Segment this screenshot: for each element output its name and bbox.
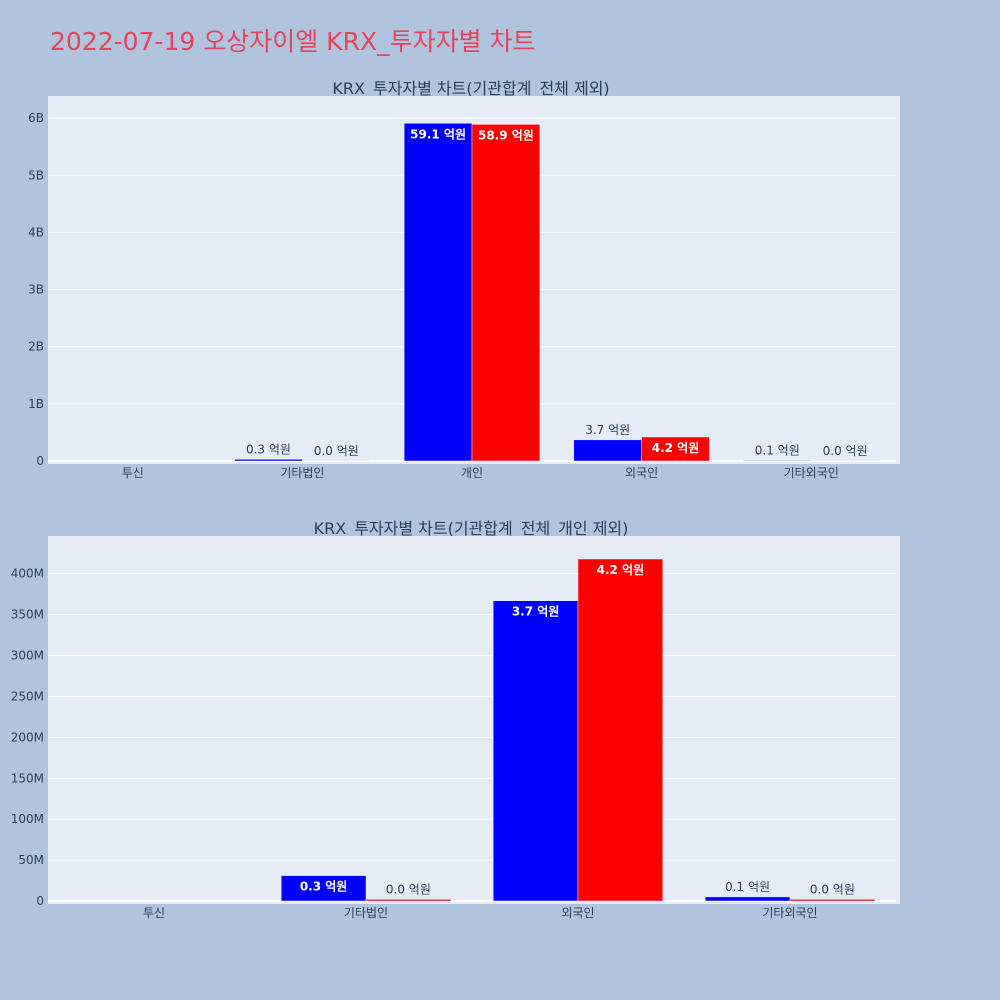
bar: [492, 600, 579, 902]
data-label: 0.0 억원: [823, 444, 868, 458]
bar: [577, 558, 664, 902]
y-tick-label: 200M: [11, 730, 44, 744]
data-label: 0.0 억원: [810, 882, 855, 896]
y-tick-label: 250M: [11, 689, 44, 703]
chart-title: KRX_투자자별 차트(기관합계_전체_개인 제외): [314, 519, 629, 539]
y-tick-label: 50M: [18, 853, 44, 867]
x-tick-label: 외국인: [561, 906, 594, 920]
y-tick-label: 0: [36, 894, 44, 908]
x-tick-label: 개인: [461, 466, 483, 480]
y-tick-label: 0: [36, 454, 44, 468]
x-tick-label: 투신: [143, 906, 165, 920]
data-label: 3.7 억원: [512, 605, 560, 619]
bar: [280, 875, 367, 902]
y-tick-label: 1B: [28, 397, 44, 411]
plot-area: [48, 536, 900, 904]
bar: [641, 436, 710, 462]
bar: [471, 124, 541, 462]
y-tick-label: 4B: [28, 225, 44, 239]
y-tick-label: 3B: [28, 283, 44, 297]
bar: [365, 899, 452, 902]
data-label: 59.1 억원: [410, 127, 466, 141]
y-tick-label: 150M: [11, 771, 44, 785]
chart-title: KRX_투자자별 차트(기관합계_전체 제외): [332, 79, 609, 99]
bar: [573, 439, 642, 462]
y-tick-label: 350M: [11, 608, 44, 622]
y-tick-label: 5B: [28, 168, 44, 182]
chart-all-except-institution: KRX_투자자별 차트(기관합계_전체 제외) 0 1B 2B 3B 4B 5B 6B 투신 기타…: [28, 79, 900, 480]
data-label: 0.0 억원: [386, 882, 431, 896]
x-tick-label: 기타법인: [280, 466, 324, 480]
y-tick-label: 400M: [11, 567, 44, 581]
x-tick-label: 외국인: [625, 466, 658, 480]
chart-all-except-institution-individual: KRX_투자자별 차트(기관합계_전체_개인 제외) 0 50M 100M 150M 20…: [11, 519, 900, 920]
bar: [704, 896, 791, 902]
y-tick-label: 2B: [28, 340, 44, 354]
data-label: 0.1 억원: [755, 443, 800, 457]
bar: [234, 459, 303, 462]
data-label: 3.7 억원: [585, 423, 630, 437]
y-tick-label: 100M: [11, 812, 44, 826]
bar: [743, 460, 812, 462]
data-label: 0.3 억원: [300, 880, 348, 894]
x-tick-label: 기타법인: [344, 906, 388, 920]
data-label: 0.3 억원: [246, 442, 291, 456]
x-tick-label: 기타외국인: [762, 906, 817, 920]
y-tick-label: 300M: [11, 649, 44, 663]
page-title: 2022-07-19 오상자이엘 KRX_투자자별 차트: [50, 27, 536, 56]
bar: [403, 123, 473, 462]
data-label: 0.0 억원: [314, 444, 359, 458]
data-label: 4.2 억원: [652, 441, 700, 455]
x-tick-label: 투신: [122, 466, 144, 480]
data-label: 58.9 억원: [478, 128, 534, 142]
data-label: 4.2 억원: [597, 563, 645, 577]
x-tick-label: 기타외국인: [784, 466, 839, 480]
data-label: 0.1 억원: [725, 880, 770, 894]
y-tick-label: 6B: [28, 111, 44, 125]
bar: [789, 899, 876, 902]
